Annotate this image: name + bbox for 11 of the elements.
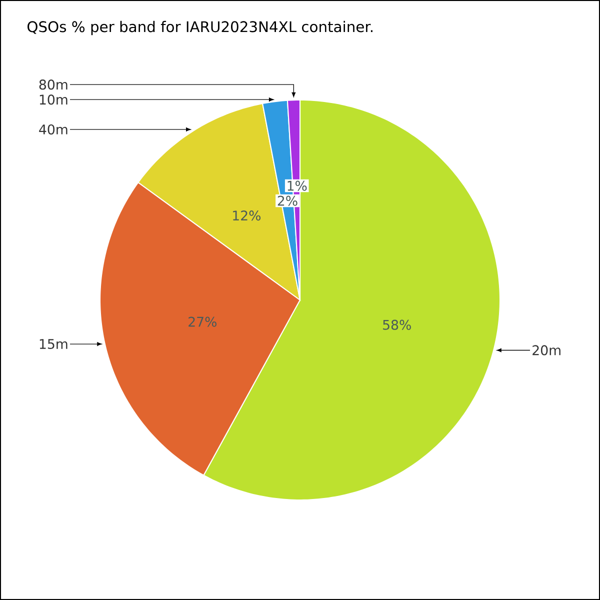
data-label: 2% xyxy=(278,196,298,206)
slice-label: 20m xyxy=(532,345,560,356)
chart-title: QSOs % per band for IARU2023N4XL container. xyxy=(28,20,372,36)
data-label: 58% xyxy=(383,320,411,330)
slice-label: 10m xyxy=(40,94,68,105)
data-label: 27% xyxy=(188,316,216,327)
slice-label: 80m xyxy=(39,80,68,90)
data-label: 1% xyxy=(288,180,307,191)
data-label: 12% xyxy=(233,210,261,221)
slice-label: 40m xyxy=(39,124,68,134)
slice-label: 15m xyxy=(40,339,68,350)
